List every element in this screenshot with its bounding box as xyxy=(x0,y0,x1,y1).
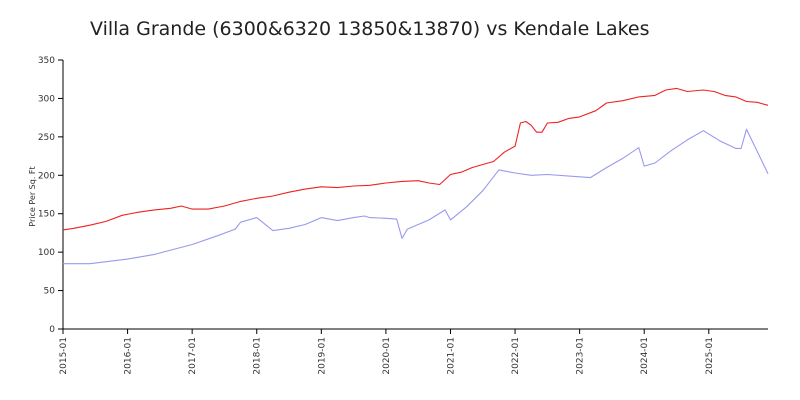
series-group xyxy=(62,87,769,265)
x-axis: 2015-01 2016-01 2017-01 2018-01 2019-01 2020-… xyxy=(59,328,768,375)
y-tick-label: 200 xyxy=(38,171,55,181)
series-line-2 xyxy=(63,128,769,265)
chart-title: Villa Grande (6300&6320 13850&13870) vs … xyxy=(90,18,650,40)
x-tick-label: 2024-01 xyxy=(640,337,650,375)
x-tick-label: 2016-01 xyxy=(124,337,134,375)
x-tick-label: 2017-01 xyxy=(188,337,198,375)
y-axis-label: Price Per Sq. Ft xyxy=(28,166,37,226)
x-tick-label: 2023-01 xyxy=(576,337,586,375)
y-tick-label: 250 xyxy=(38,133,55,143)
x-tick-label: 2019-01 xyxy=(317,337,327,375)
x-tick-label: 2025-01 xyxy=(705,337,715,375)
y-axis: 0 50 100 150 200 250 300 350 xyxy=(38,56,64,335)
y-tick-label: 300 xyxy=(38,94,55,104)
x-tick-label: 2015-01 xyxy=(59,337,69,375)
x-tick-label: 2022-01 xyxy=(511,337,521,375)
y-tick-label: 150 xyxy=(38,210,55,220)
x-tick-label: 2020-01 xyxy=(382,337,392,375)
x-tick-label: 2021-01 xyxy=(446,337,456,375)
y-tick-label: 0 xyxy=(49,325,55,335)
y-tick-label: 350 xyxy=(38,56,55,66)
y-tick-label: 100 xyxy=(38,248,55,258)
x-tick-label: 2018-01 xyxy=(253,337,263,375)
y-tick-label: 50 xyxy=(44,287,56,297)
series-line-1 xyxy=(62,87,769,231)
